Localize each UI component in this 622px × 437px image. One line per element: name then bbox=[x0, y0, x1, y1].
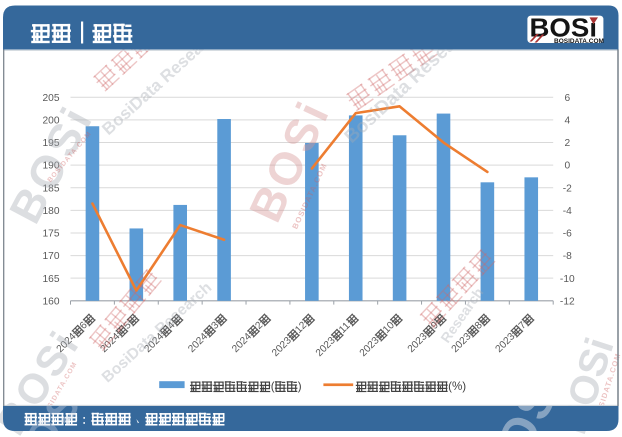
svg-text:-12: -12 bbox=[560, 296, 575, 307]
svg-text:195: 195 bbox=[43, 138, 60, 149]
svg-text:6: 6 bbox=[564, 93, 570, 104]
svg-text:-2: -2 bbox=[563, 183, 572, 194]
svg-text:190: 190 bbox=[43, 161, 60, 172]
svg-text:-4: -4 bbox=[563, 206, 572, 217]
svg-text:4: 4 bbox=[564, 116, 570, 127]
svg-text:): ) bbox=[298, 380, 302, 393]
svg-text:160: 160 bbox=[43, 296, 60, 307]
svg-text:(%): (%) bbox=[448, 380, 466, 393]
svg-text:200: 200 bbox=[43, 116, 60, 127]
svg-text:2: 2 bbox=[564, 138, 570, 149]
svg-text:170: 170 bbox=[43, 251, 60, 262]
svg-text:(: ( bbox=[271, 380, 275, 393]
svg-text:-10: -10 bbox=[560, 274, 575, 285]
svg-text:180: 180 bbox=[43, 206, 60, 217]
svg-text:-6: -6 bbox=[563, 229, 572, 240]
svg-text:165: 165 bbox=[43, 274, 60, 285]
svg-text:BOSIDATA.COM: BOSIDATA.COM bbox=[554, 38, 604, 45]
svg-text:205: 205 bbox=[43, 93, 60, 104]
svg-text:-8: -8 bbox=[563, 251, 572, 262]
svg-text:0: 0 bbox=[564, 161, 570, 172]
svg-text:175: 175 bbox=[43, 229, 60, 240]
svg-text:185: 185 bbox=[43, 183, 60, 194]
